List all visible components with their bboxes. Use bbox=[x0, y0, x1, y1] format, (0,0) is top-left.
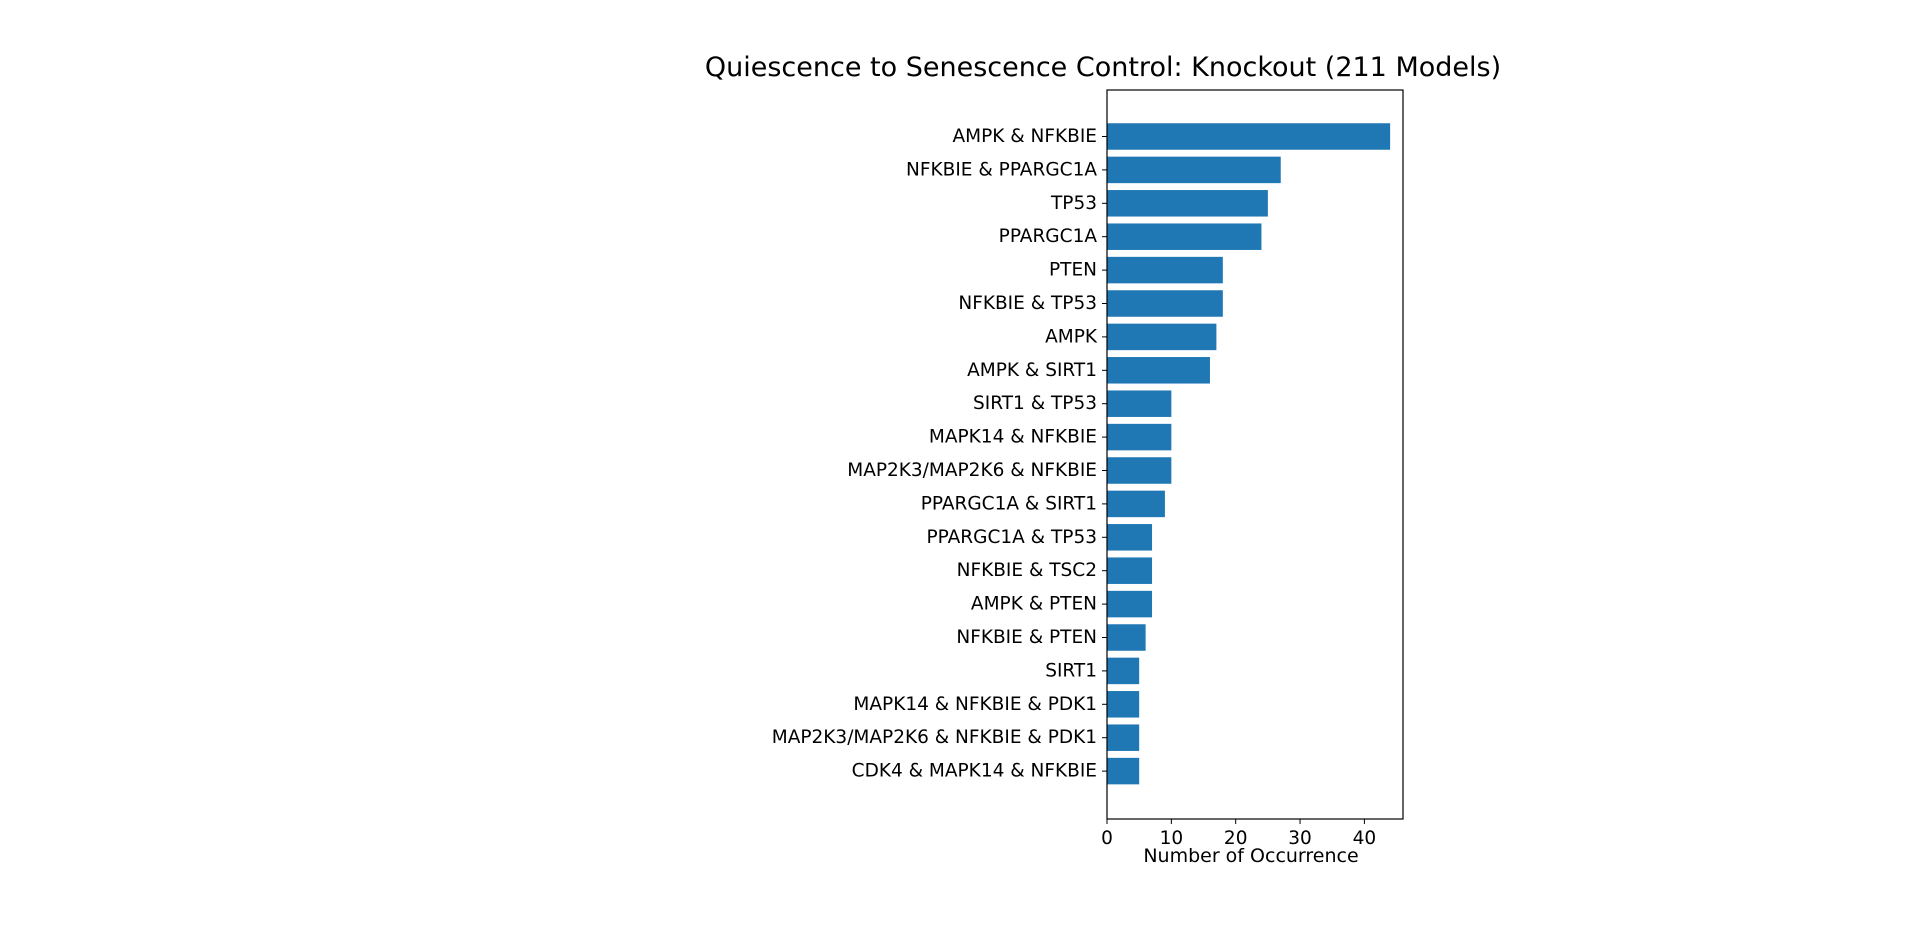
category-label: AMPK & NFKBIE bbox=[952, 126, 1097, 147]
x-tick-label: 20 bbox=[1224, 828, 1248, 849]
x-axis-label: Number of Occurrence bbox=[1143, 845, 1359, 867]
category-label: CDK4 & MAPK14 & NFKBIE bbox=[852, 761, 1097, 782]
category-label: PPARGC1A bbox=[999, 226, 1098, 247]
category-label: AMPK & SIRT1 bbox=[967, 360, 1097, 381]
x-axis: 0 10 20 30 40 bbox=[1101, 819, 1376, 849]
category-label: SIRT1 & TP53 bbox=[973, 393, 1097, 414]
x-tick-label: 30 bbox=[1288, 828, 1312, 849]
bar bbox=[1107, 457, 1172, 484]
category-label: TP53 bbox=[1050, 193, 1097, 214]
bar bbox=[1107, 724, 1140, 751]
bar bbox=[1107, 156, 1281, 184]
category-labels: AMPK & NFKBIE NFKBIE & PPARGC1A TP53 PPARGC… bbox=[772, 126, 1107, 782]
bar bbox=[1107, 691, 1140, 718]
category-label: NFKBIE & TP53 bbox=[958, 293, 1097, 314]
category-label: NFKBIE & PPARGC1A bbox=[906, 159, 1097, 180]
bar bbox=[1107, 624, 1146, 651]
bar bbox=[1107, 524, 1153, 551]
bar bbox=[1107, 256, 1223, 284]
bar bbox=[1107, 490, 1165, 518]
x-tick-label: 0 bbox=[1101, 828, 1113, 849]
bar bbox=[1107, 557, 1153, 584]
category-label: NFKBIE & PTEN bbox=[956, 627, 1097, 648]
plot-frame bbox=[1106, 89, 1404, 820]
x-tick-label: 40 bbox=[1353, 828, 1377, 849]
category-label: MAP2K3/MAP2K6 & NFKBIE & PDK1 bbox=[772, 727, 1097, 748]
category-label: MAP2K3/MAP2K6 & NFKBIE bbox=[847, 460, 1097, 481]
bar bbox=[1107, 290, 1223, 317]
bar bbox=[1107, 590, 1153, 618]
bar bbox=[1107, 190, 1268, 217]
category-label: NFKBIE & TSC2 bbox=[957, 560, 1097, 581]
bar bbox=[1107, 357, 1210, 384]
bars-layer bbox=[1107, 123, 1391, 785]
category-label: MAPK14 & NFKBIE & PDK1 bbox=[853, 694, 1097, 715]
chart-title: Quiescence to Senescence Control: Knocko… bbox=[704, 52, 1502, 83]
bar bbox=[1107, 423, 1172, 451]
category-label: PTEN bbox=[1049, 260, 1097, 281]
bar bbox=[1107, 657, 1140, 685]
bar bbox=[1107, 123, 1391, 150]
category-label: AMPK bbox=[1045, 326, 1098, 347]
bar bbox=[1107, 223, 1262, 250]
category-label: MAPK14 & NFKBIE bbox=[929, 427, 1097, 448]
x-tick-label: 10 bbox=[1160, 828, 1184, 849]
bar bbox=[1107, 323, 1217, 351]
category-label: PPARGC1A & TP53 bbox=[926, 527, 1097, 548]
bar bbox=[1107, 390, 1172, 417]
bar bbox=[1107, 757, 1140, 785]
category-label: SIRT1 bbox=[1045, 660, 1097, 681]
category-label: AMPK & PTEN bbox=[971, 594, 1097, 615]
category-label: PPARGC1A & SIRT1 bbox=[921, 493, 1097, 514]
